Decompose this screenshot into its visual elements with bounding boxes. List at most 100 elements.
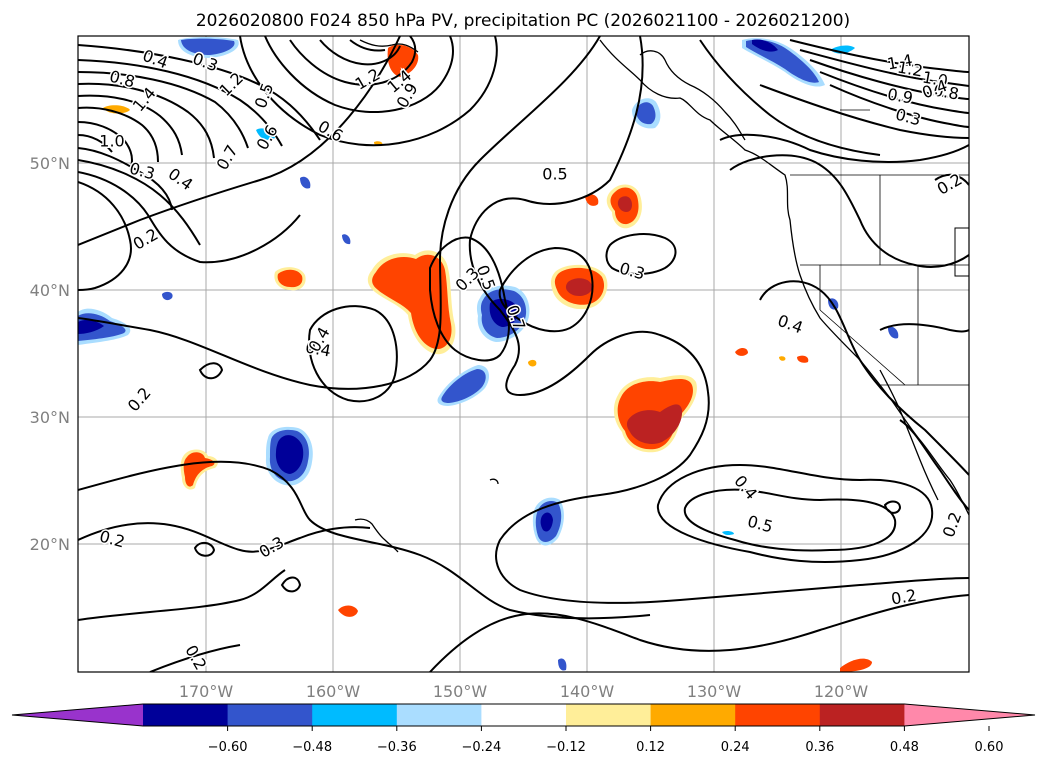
precip-pos-region	[277, 269, 303, 288]
precip-pos-region	[338, 605, 358, 617]
pv-contour-line	[719, 133, 969, 163]
map-frame	[77, 35, 970, 673]
pv-contour-line	[759, 84, 969, 139]
colorbar-segment	[650, 704, 736, 726]
island-outline	[489, 478, 499, 485]
colorbar-tick-label: 0.12	[636, 740, 665, 755]
pv-contour-line	[78, 181, 132, 291]
precip-neg-core	[752, 39, 778, 52]
pv-contour-line	[683, 488, 897, 552]
colorbar-tick-label: 0.60	[975, 740, 1004, 755]
pv-contour-line	[78, 134, 113, 153]
pv-contour-line	[78, 159, 201, 246]
precip-neg-region	[441, 369, 486, 403]
precip-pos-region	[183, 452, 215, 487]
precip-pos-region	[372, 254, 452, 350]
gridlines	[78, 36, 969, 672]
precip-neg-region	[636, 102, 656, 125]
colorbar-segment	[312, 704, 398, 726]
colorbar-tick-label: −0.60	[208, 740, 248, 755]
colorbar-tick-label: −0.48	[292, 740, 332, 755]
precip-neg-region	[181, 38, 235, 55]
precip-pos-region	[585, 194, 599, 206]
pv-contour-line	[78, 71, 249, 149]
north-america-coastline	[599, 39, 969, 516]
colorbar-tick-label: 0.36	[805, 740, 834, 755]
political-borders	[790, 109, 969, 386]
pv-contour-line	[829, 84, 969, 128]
colorbar-segment	[481, 704, 567, 726]
pv-contour-line	[78, 36, 401, 246]
pv-contour-line	[78, 44, 321, 141]
precip-neg-region	[558, 658, 567, 671]
lat-label-20n: 20°N	[30, 535, 70, 554]
state-border	[819, 309, 906, 386]
precip-pos-region	[735, 347, 748, 356]
lat-label-40n: 40°N	[30, 281, 70, 300]
colorbar-segment	[143, 704, 229, 726]
precip-neg-region	[722, 530, 734, 536]
pv-contour-line	[78, 569, 286, 621]
pv-contour-line	[78, 36, 601, 390]
pv-contour-line	[809, 59, 969, 100]
pv-contour-line	[656, 463, 934, 564]
colorbar-segment	[735, 704, 821, 726]
lon-label-140w: 140°W	[560, 682, 615, 701]
pv-contour-line	[308, 305, 398, 403]
map-panel: 0.4 0.3 0.8 1.2 1.4 1.0 0.3 0.4 0.5 0.6 …	[77, 35, 970, 673]
pv-contour-line	[78, 121, 133, 171]
precip-neg-region	[888, 326, 899, 339]
pv-contour-line	[605, 233, 677, 275]
contour-label: 0.4	[304, 337, 332, 360]
contour-label: 0.8	[932, 80, 960, 103]
pv-contour-line	[78, 147, 173, 211]
colorbar-tick-label: −0.36	[377, 740, 417, 755]
precip-neg-region	[162, 291, 173, 301]
colorbar-extend-low	[12, 704, 143, 726]
lon-label-160w: 160°W	[306, 682, 361, 701]
colorbar: −0.60 −0.48 −0.36 −0.24 −0.12 0.12 0.24 …	[11, 703, 1036, 755]
pv-contour-line	[729, 154, 969, 268]
figure-title: 2026020800 F024 850 hPa PV, precipitatio…	[196, 11, 850, 31]
colorbar-ticks: −0.60 −0.48 −0.36 −0.24 −0.12 0.12 0.24 …	[208, 740, 1004, 755]
longitude-labels: 170°W 160°W 150°W 140°W 130°W 120°W	[179, 682, 869, 701]
pv-contour-line	[280, 576, 302, 593]
pv-contour-line	[78, 171, 301, 264]
colorbar-tick-label: −0.24	[461, 740, 501, 755]
precip-pos-core	[626, 404, 683, 444]
hawaii-islands	[354, 518, 399, 553]
contour-label: 1.0	[99, 132, 124, 151]
coastlines	[354, 39, 969, 553]
lon-label-120w: 120°W	[814, 682, 869, 701]
precip-pos-region	[528, 359, 537, 367]
pv-contour-line	[264, 36, 454, 113]
colorbar-tick-label: 0.48	[890, 740, 919, 755]
precip-pos-region	[103, 105, 130, 114]
pv-contour-line	[349, 39, 386, 52]
pv-contour-line	[799, 49, 969, 87]
pv-contour-line	[819, 71, 969, 114]
colorbar-tick-label: 0.24	[721, 740, 750, 755]
pv-contour-line	[149, 644, 241, 672]
colorbar-segments	[11, 703, 1036, 731]
precip-pos-core	[617, 196, 632, 213]
pv-contour-line	[78, 94, 183, 156]
precipitation-shading	[78, 37, 899, 672]
precip-neg-region	[300, 176, 311, 189]
lon-label-170w: 170°W	[179, 682, 234, 701]
pv-contour-line	[239, 36, 498, 147]
precip-neg-core	[78, 319, 104, 334]
pv-contour-line	[78, 82, 215, 159]
lat-label-30n: 30°N	[30, 408, 70, 427]
colorbar-segment	[566, 704, 652, 726]
colorbar-segment	[227, 704, 313, 726]
colorbar-segment	[819, 704, 905, 726]
pv-contour-line	[789, 39, 969, 73]
pv-contour-line	[319, 39, 401, 66]
precip-neg-region	[256, 128, 275, 140]
colorbar-extend-high	[904, 704, 1035, 726]
lon-label-150w: 150°W	[433, 682, 488, 701]
pv-contour-line	[498, 246, 594, 333]
precip-pos-core	[565, 278, 593, 296]
pv-contour-line	[468, 36, 969, 604]
